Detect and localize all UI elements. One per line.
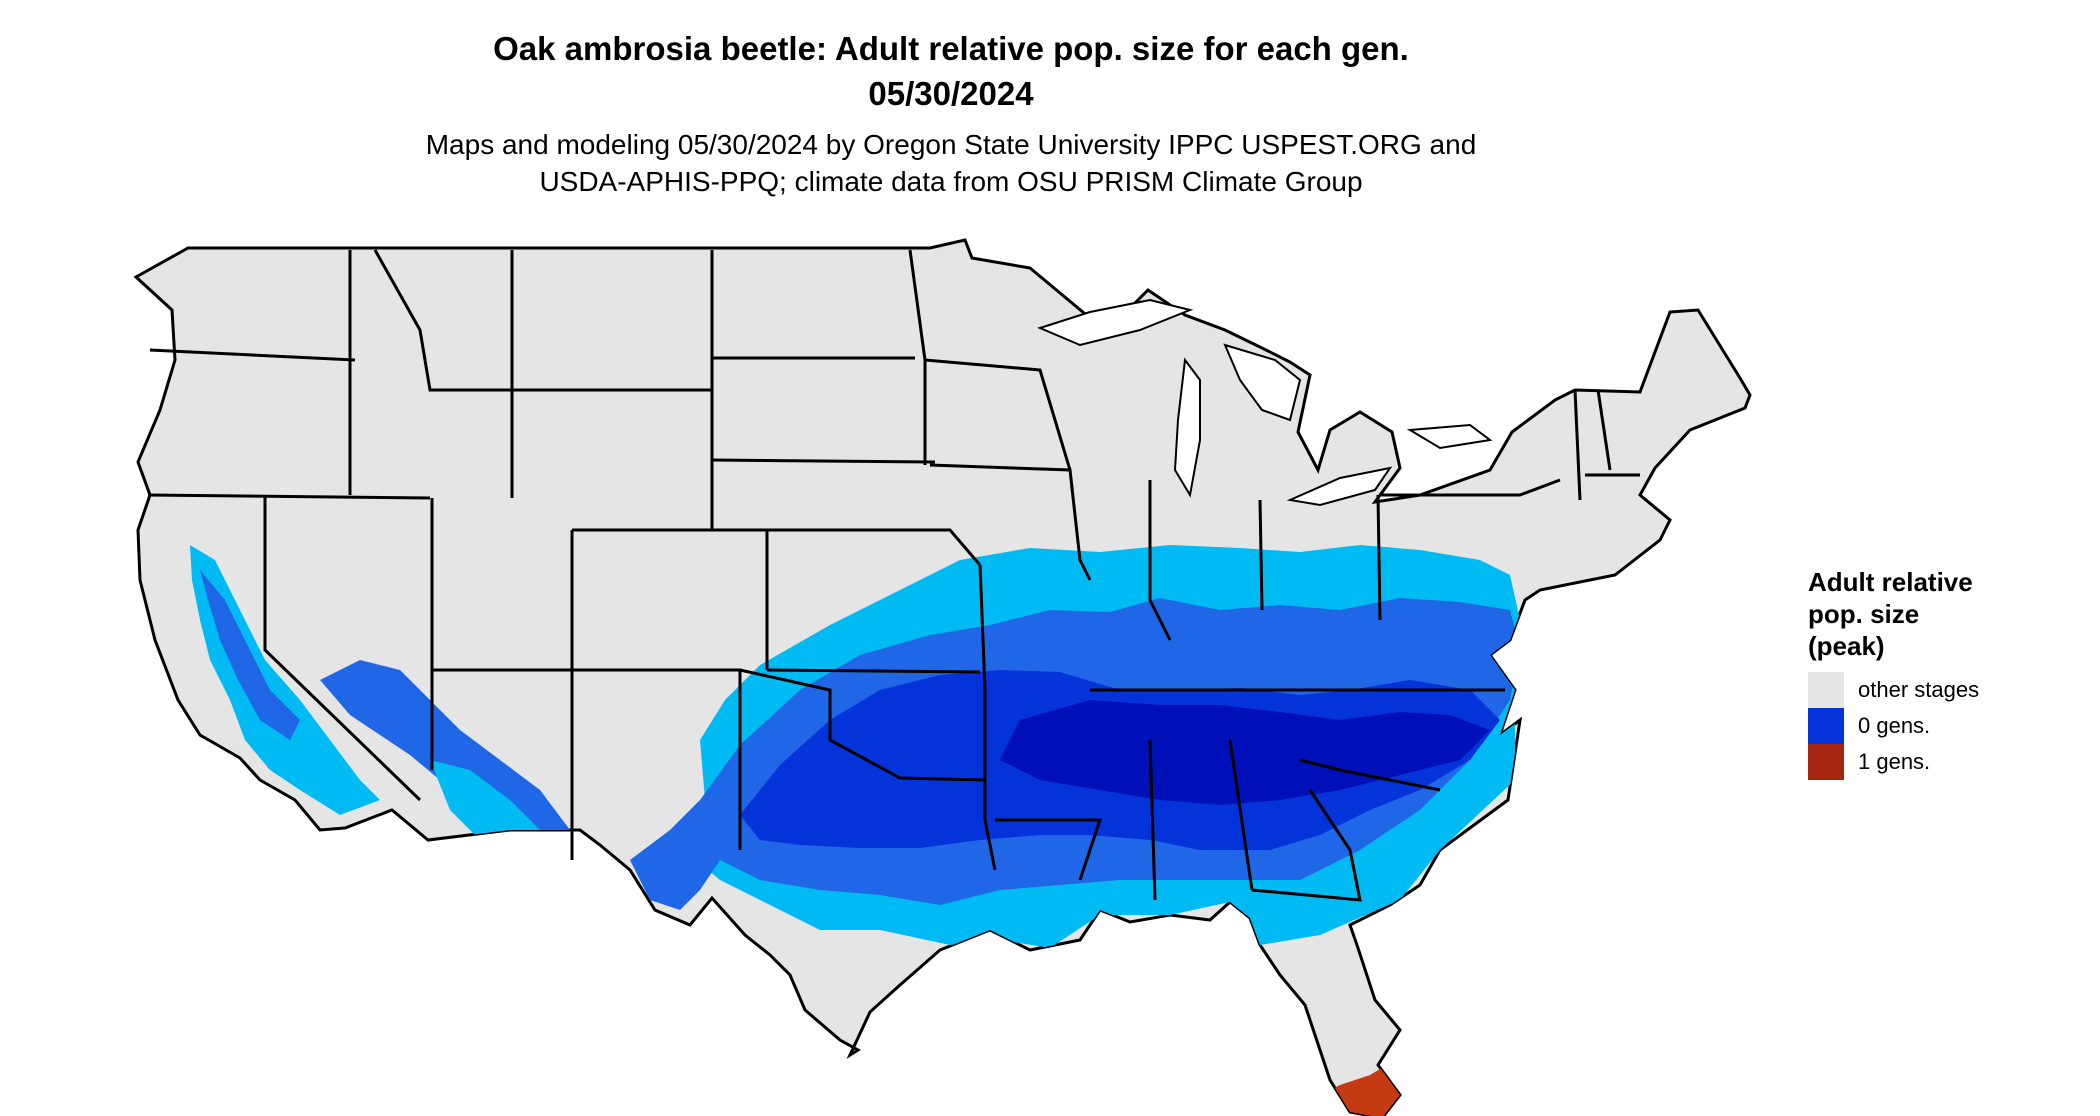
border-ga-fl [1251, 789, 1362, 902]
border-in-oh [1258, 499, 1264, 611]
legend-label-0-gens: 0 gens. [1858, 713, 1931, 738]
border-ms-al [1148, 739, 1254, 901]
legend-swatch-0-gens [1808, 708, 1844, 744]
lake-huron [1223, 343, 1302, 422]
border-mt-id [373, 249, 514, 498]
border-ia-mo [929, 463, 1092, 581]
map-legend: Adult relative pop. size (peak) other st… [1808, 566, 2088, 780]
legend-label-other-stages: other stages [1858, 677, 1980, 702]
legend-title-line3: (peak) [1808, 631, 1885, 661]
legend-item-other-stages: other stages [1808, 672, 2088, 708]
legend-title-line2: pop. size [1808, 599, 1920, 629]
border-nc-sc [1299, 758, 1441, 792]
border-mt-south [510, 250, 714, 530]
legend-title-line1: Adult relative [1808, 567, 1973, 597]
lake-erie [1286, 466, 1393, 507]
map-title-date: 05/30/2024 [868, 75, 1034, 112]
border-pa-ny [1380, 478, 1561, 497]
map-subtitle-line2: USDA-APHIS-PPQ; climate data from OSU PR… [539, 166, 1363, 197]
border-or-ca-nv [147, 493, 431, 500]
border-oh-pa [1376, 494, 1382, 621]
border-nv-ca [263, 495, 422, 802]
density-band-california-low [190, 545, 380, 815]
border-ks-ok [766, 668, 981, 674]
great-lakes [1037, 298, 1493, 507]
density-band-texas [630, 800, 720, 910]
border-ok-tx [739, 668, 986, 782]
lake-ontario [1406, 423, 1493, 450]
density-band-peak [1000, 700, 1490, 805]
legend-swatch-other-stages [1808, 672, 1844, 708]
map-subtitle: Maps and modeling 05/30/2024 by Oregon S… [0, 126, 1902, 200]
border-mo-ar [978, 564, 997, 871]
legend-swatch-1-gens [1808, 744, 1844, 780]
density-band-california-medium [200, 570, 300, 740]
lake-michigan [1173, 357, 1201, 498]
border-il-in [1148, 480, 1172, 641]
border-mn-wi [924, 358, 1072, 471]
legend-title: Adult relative pop. size (peak) [1808, 566, 2088, 662]
legend-label-1-gens: 1 gens. [1858, 749, 1931, 774]
map-title-line1: Oak ambrosia beetle: Adult relative pop.… [493, 30, 1409, 67]
border-new-england [1573, 389, 1640, 501]
border-ne-ks [767, 528, 982, 566]
border-nd-sd-ne [711, 356, 936, 464]
map-subtitle-line1: Maps and modeling 05/30/2024 by Oregon S… [425, 129, 1477, 160]
map-title: Oak ambrosia beetle: Adult relative pop.… [0, 26, 1902, 116]
state-borders [147, 249, 1640, 902]
lake-superior [1037, 298, 1194, 347]
legend-item-0-gens: 0 gens. [1808, 708, 2088, 744]
border-wa-or [149, 348, 356, 362]
legend-item-1-gens: 1 gens. [1808, 744, 2088, 780]
border-ar-la [995, 818, 1103, 881]
